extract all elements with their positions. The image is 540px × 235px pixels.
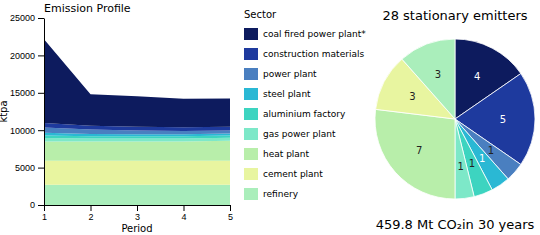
area-series [44,185,230,205]
legend-swatch [244,48,258,60]
tick-mark [137,205,138,211]
area-chart: 1 2 3 4 5 0 5000 10000 15000 20000 25000 Emission P… [0,2,233,234]
tick: 5 [228,205,233,222]
legend-label: heat plant [263,149,310,159]
pie-slice [402,39,455,119]
data-label: 1 [469,158,475,169]
tick-mark [38,55,44,56]
tick-label: 25000 [10,13,35,23]
axis-line [44,19,45,206]
tick-label: 20000 [10,51,35,61]
legend-swatch [244,188,258,200]
legend-swatch [244,28,258,40]
tick-mark [38,93,44,94]
data-label: 1 [488,145,494,156]
legend-swatch [244,108,258,120]
tick-label: 0 [30,200,35,210]
legend-label: power plant [263,69,317,79]
tick: 4 [181,205,186,222]
legend-label: construction materials [263,49,364,59]
tick-mark [230,205,231,211]
legend-label: aluminium factory [263,109,346,119]
area-series [44,39,230,127]
tick: 2 [88,205,93,222]
y-axis-title: ktpa [0,100,9,122]
legend-title: Sector [244,9,277,20]
tick: 20000 [10,51,44,61]
tick: 3 [135,205,140,222]
tick-label: 4 [181,212,186,222]
figure: 1 2 3 4 5 0 5000 10000 15000 20000 25000 Emission P… [0,0,540,235]
data-label: 3 [435,69,441,80]
pie-slices [375,39,535,199]
legend-label: refinery [263,189,299,199]
pie-chart: 451111733 [375,39,535,199]
legend: Sector coal fired power plant* constructio… [244,9,366,200]
legend-label: cement plant [263,169,323,179]
tick: 15000 [10,88,44,98]
legend-swatch [244,88,258,100]
data-label: 5 [500,114,506,125]
data-label: 4 [474,71,480,82]
chart-title: 28 stationary emitters [382,8,527,23]
tick-label: 3 [135,212,140,222]
legend-swatch [244,168,258,180]
tick-label: 2 [88,212,93,222]
legend-swatch [244,68,258,80]
pie-slice [375,109,455,199]
x-axis-title: Period [121,223,152,234]
tick-label: 15000 [10,88,35,98]
chart-title: Emission Profile [44,2,131,15]
data-label: 1 [479,153,485,164]
annotation: 459.8 Mt CO₂in 30 years [376,217,535,232]
tick-label: 5 [228,212,233,222]
data-label: 7 [416,145,422,156]
legend-label: coal fired power plant* [263,29,366,39]
legend-label: gas power plant [263,129,336,139]
plot-area [44,39,230,205]
tick: 10000 [10,126,44,136]
x-axis: 1 2 3 4 5 [42,205,233,222]
legend-swatch [244,148,258,160]
tick-label: 5000 [15,163,35,173]
tick: 0 [30,200,44,210]
tick-mark [38,130,44,131]
data-label: 1 [458,161,464,172]
tick-mark [38,168,44,169]
tick-mark [91,205,92,211]
tick: 5000 [15,163,44,173]
y-axis: 0 5000 10000 15000 20000 25000 [10,13,45,210]
legend-label: steel plant [263,89,311,99]
legend-swatch [244,128,258,140]
data-label: 3 [409,91,415,102]
tick-label: 10000 [10,126,35,136]
tick-mark [44,205,45,211]
tick: 25000 [10,13,44,23]
tick-mark [184,205,185,211]
tick-mark [38,18,44,19]
tick: 1 [42,205,47,222]
tick-mark [38,205,44,206]
area-series [44,161,230,185]
tick-label: 1 [42,212,47,222]
area-series [44,141,230,161]
